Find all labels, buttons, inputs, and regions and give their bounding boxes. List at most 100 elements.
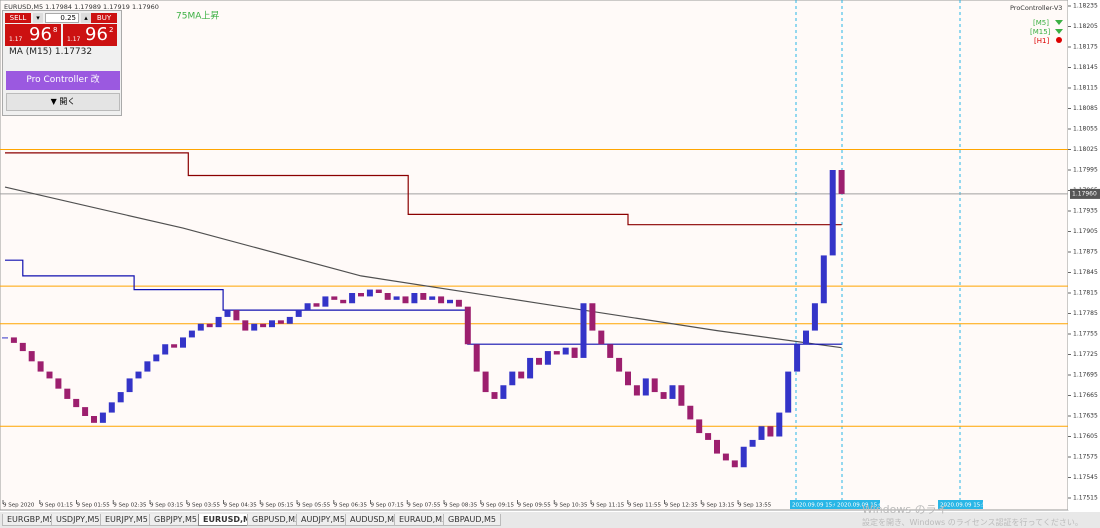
y-tick-label: 1.18055 <box>1073 126 1098 133</box>
y-tick-label: 1.18025 <box>1073 146 1098 153</box>
candle <box>117 392 124 403</box>
candle <box>794 344 801 372</box>
y-tick-label: 1.17755 <box>1073 331 1098 338</box>
symbol-tab[interactable]: USDJPY,M5 <box>51 514 105 526</box>
candle <box>696 419 703 434</box>
indicator-line <box>5 152 842 226</box>
x-tick-label: 9 Sep 09:15 <box>481 503 515 509</box>
candle <box>286 316 293 324</box>
y-tick-label: 1.17545 <box>1073 474 1098 481</box>
candle <box>19 342 26 352</box>
x-tick-label: 9 Sep 01:15 <box>40 503 74 509</box>
price-big: 96 <box>29 24 52 45</box>
chart: EURUSD,M5 1.17984 1.17989 1.17919 1.1796… <box>0 0 1100 511</box>
candle <box>811 303 818 331</box>
candle <box>776 412 783 437</box>
sell-button[interactable]: SELL <box>5 13 31 23</box>
y-tick-label: 1.17515 <box>1073 495 1098 502</box>
y-tick-label: 1.17815 <box>1073 290 1098 297</box>
y-tick-label: 1.17995 <box>1073 167 1098 174</box>
open-button[interactable]: ▼ 開く <box>6 93 120 111</box>
x-tick-label: 9 Sep 03:55 <box>187 503 221 509</box>
symbol-tab[interactable]: GBPAUD,M5 <box>443 514 502 526</box>
candle <box>447 299 453 304</box>
candle <box>304 303 311 311</box>
buy-price[interactable]: 1.17 96 2 <box>63 24 117 46</box>
candle <box>598 330 605 345</box>
candle <box>491 392 498 399</box>
x-tick-label: 9 Sep 06:35 <box>334 503 368 509</box>
ma-label: MA (M15) 1.17732 <box>9 47 93 57</box>
lot-down[interactable]: ▾ <box>33 13 43 23</box>
candle <box>758 426 765 440</box>
candle <box>464 306 471 345</box>
y-tick-label: 1.18085 <box>1073 105 1098 112</box>
price-axis <box>1068 0 1100 510</box>
controller-button[interactable]: Pro Controller 改 <box>6 71 120 90</box>
buy-button[interactable]: BUY <box>91 13 117 23</box>
x-tick-label: 9 Sep 07:55 <box>407 503 441 509</box>
candle <box>455 299 462 307</box>
candle <box>527 357 534 379</box>
candle <box>358 293 364 297</box>
candle <box>215 316 222 328</box>
price-sup: 8 <box>53 26 58 34</box>
y-tick-label: 1.18205 <box>1073 23 1098 30</box>
lot-input[interactable]: 0.25 <box>45 13 79 23</box>
candle <box>188 330 195 338</box>
y-tick-label: 1.18235 <box>1073 3 1098 10</box>
y-tick-label: 1.17635 <box>1073 413 1098 420</box>
trend-note: 75MA上昇 <box>176 11 219 22</box>
current-price-tag <box>1070 188 1100 199</box>
candle <box>580 303 587 358</box>
candle <box>384 293 391 300</box>
plot-area <box>0 0 1069 511</box>
y-tick-label: 1.17605 <box>1073 433 1098 440</box>
x-tick-label: 9 Sep 04:35 <box>224 503 258 509</box>
candle <box>562 347 569 355</box>
y-tick-label: 1.17875 <box>1073 249 1098 256</box>
x-tick-label: 9 Sep 12:35 <box>665 503 699 509</box>
candle <box>206 323 213 328</box>
candle <box>544 351 551 365</box>
highlight-time-box <box>835 500 880 509</box>
lot-up[interactable]: ▴ <box>81 13 91 23</box>
symbol-tab[interactable]: GBPJPY,M5 <box>149 514 202 526</box>
watermark: 設定を開き、Windows のライセンス認証を行ってください。 <box>862 518 1083 527</box>
candle <box>589 303 596 331</box>
candle <box>331 296 338 300</box>
candle <box>411 293 418 304</box>
y-tick-label: 1.17905 <box>1073 228 1098 235</box>
candle <box>349 293 356 304</box>
candle <box>731 460 738 468</box>
candle <box>144 361 151 372</box>
candle <box>687 405 694 420</box>
price-prefix: 1.17 <box>67 36 81 43</box>
x-tick-label: 9 Sep 08:35 <box>444 503 478 509</box>
candle <box>10 337 17 343</box>
x-tick-label: 9 Sep 03:15 <box>150 503 184 509</box>
candle <box>829 170 836 256</box>
symbol-tab[interactable]: EURJPY,M5 <box>100 514 153 526</box>
x-tick-label: 9 Sep 02:35 <box>113 503 147 509</box>
candle <box>722 453 729 461</box>
candle <box>838 170 845 194</box>
y-tick-label: 1.17845 <box>1073 269 1098 276</box>
sell-price[interactable]: 1.17 96 8 <box>5 24 61 46</box>
candle <box>714 439 720 454</box>
signal-icon <box>1055 20 1063 25</box>
timeframe-label: [H1] <box>1034 37 1049 45</box>
y-tick-label: 1.18175 <box>1073 44 1098 51</box>
watermark: Windows のライ <box>862 503 948 516</box>
candle <box>509 371 516 386</box>
candle <box>251 323 258 331</box>
symbol-tab[interactable]: AUDJPY,M5 <box>296 514 350 526</box>
candle <box>153 354 160 362</box>
candle <box>91 416 97 423</box>
price-sup: 2 <box>109 26 114 34</box>
y-tick-label: 1.17665 <box>1073 392 1098 399</box>
y-tick-label: 1.18145 <box>1073 64 1098 71</box>
candle <box>375 289 382 293</box>
candle <box>571 347 578 358</box>
